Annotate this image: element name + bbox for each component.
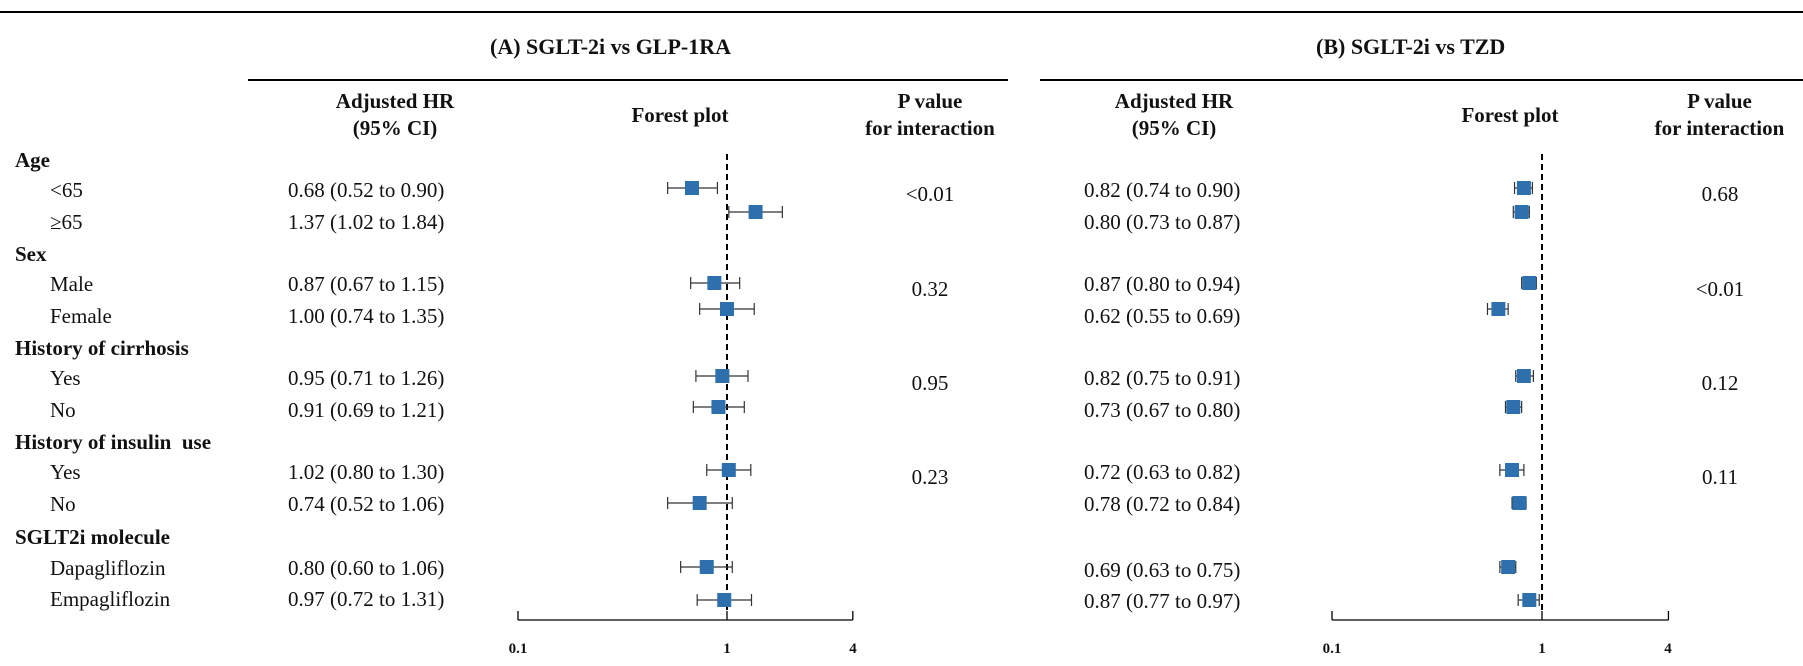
hr-ci-b: 0.72 (0.63 to 0.82) xyxy=(1084,460,1241,484)
p-header-line1: P value xyxy=(1687,89,1752,113)
hr-header-line1: Adjusted HR xyxy=(335,89,455,113)
p-interaction-a: 0.23 xyxy=(911,465,949,489)
hr-point-marker-b xyxy=(1516,181,1531,195)
hr-point-marker-a xyxy=(707,276,722,290)
hr-point-marker-a xyxy=(711,400,726,414)
row-label: <65 xyxy=(50,178,83,202)
row-label: Female xyxy=(50,304,112,328)
p-interaction-a: 0.95 xyxy=(911,371,949,395)
panel-a-header-rule xyxy=(248,79,1008,81)
hr-point-marker-b xyxy=(1514,205,1529,219)
hr-ci-b: 0.87 (0.80 to 0.94) xyxy=(1084,272,1241,296)
hr-point-marker-a xyxy=(717,593,732,607)
panel-a-title: (A) SGLT-2i vs GLP-1RA xyxy=(490,34,732,59)
x-tick-label-a: 0.1 xyxy=(508,641,528,657)
x-tick-label-b: 1 xyxy=(1538,641,1546,657)
hr-point-marker-b xyxy=(1491,302,1506,316)
group-label-age: Age xyxy=(15,148,50,172)
hr-ci-a: 1.02 (0.80 to 1.30) xyxy=(288,460,445,484)
p-interaction-a: <0.01 xyxy=(905,182,955,206)
hr-point-marker-a xyxy=(715,369,730,383)
panel-a-p-header: P value for interaction xyxy=(840,88,1020,142)
hr-ci-a: 1.00 (0.74 to 1.35) xyxy=(288,304,445,328)
x-tick-label-a: 4 xyxy=(849,641,857,657)
hr-ci-b: 0.82 (0.75 to 0.91) xyxy=(1084,366,1241,390)
group-label-molecule: SGLT2i molecule xyxy=(15,525,170,549)
hr-ci-a: 0.95 (0.71 to 1.26) xyxy=(288,366,445,390)
p-header-line2: for interaction xyxy=(1654,116,1785,140)
x-tick-label-b: 4 xyxy=(1664,641,1672,657)
group-label-sex: Sex xyxy=(15,242,47,266)
hr-point-marker-b xyxy=(1501,560,1516,574)
top-rule xyxy=(0,11,1803,13)
hr-point-marker-b xyxy=(1505,463,1520,477)
panel-b-hr-header: Adjusted HR (95% CI) xyxy=(1074,88,1274,142)
hr-ci-a: 0.87 (0.67 to 1.15) xyxy=(288,272,445,296)
row-label: Male xyxy=(50,272,94,296)
hr-point-marker-b xyxy=(1522,276,1537,290)
hr-point-marker-a xyxy=(684,181,699,195)
x-tick-label-b: 0.1 xyxy=(1322,641,1342,657)
row-label: Dapagliflozin xyxy=(50,556,166,580)
p-interaction-b: <0.01 xyxy=(1695,277,1745,301)
hr-point-marker-a xyxy=(692,496,707,510)
hr-ci-a: 1.37 (1.02 to 1.84) xyxy=(288,210,445,234)
p-interaction-a: 0.32 xyxy=(911,277,949,301)
hr-ci-b: 0.73 (0.67 to 0.80) xyxy=(1084,398,1241,422)
p-header-line1: P value xyxy=(897,89,963,113)
row-label: ≥65 xyxy=(50,210,83,234)
hr-ci-a: 0.68 (0.52 to 0.90) xyxy=(288,178,445,202)
p-interaction-b: 0.11 xyxy=(1702,465,1738,489)
hr-header-line1: Adjusted HR xyxy=(1114,89,1234,113)
row-label: Empagliflozin xyxy=(50,587,171,611)
hr-ci-a: 0.97 (0.72 to 1.31) xyxy=(288,587,445,611)
hr-ci-b: 0.78 (0.72 to 0.84) xyxy=(1084,492,1241,516)
p-header-line2: for interaction xyxy=(865,116,995,140)
hr-point-marker-a xyxy=(721,463,736,477)
p-interaction-b: 0.12 xyxy=(1701,371,1739,395)
x-tick-label-a: 1 xyxy=(723,641,731,657)
row-label: Yes xyxy=(50,366,81,390)
hr-header-line2: (95% CI) xyxy=(352,116,438,140)
hr-ci-a: 0.91 (0.69 to 1.21) xyxy=(288,398,445,422)
hr-ci-b: 0.80 (0.73 to 0.87) xyxy=(1084,210,1241,234)
hr-ci-b: 0.62 (0.55 to 0.69) xyxy=(1084,304,1241,328)
panel-b-title: (B) SGLT-2i vs TZD xyxy=(1316,34,1506,59)
hr-header-line2: (95% CI) xyxy=(1131,116,1217,140)
hr-ci-a: 0.80 (0.60 to 1.06) xyxy=(288,556,445,580)
hr-point-marker-b xyxy=(1506,400,1521,414)
panel-b-header-rule xyxy=(1040,79,1803,81)
hr-point-marker-a xyxy=(699,560,714,574)
hr-ci-b: 0.87 (0.77 to 0.97) xyxy=(1084,589,1241,613)
hr-point-marker-b xyxy=(1512,496,1527,510)
group-label-insulin: History of insulin use xyxy=(15,430,212,454)
hr-ci-a: 0.74 (0.52 to 1.06) xyxy=(288,492,445,516)
panel-a-hr-header: Adjusted HR (95% CI) xyxy=(295,88,495,142)
hr-point-marker-a xyxy=(748,205,763,219)
hr-ci-b: 0.69 (0.63 to 0.75) xyxy=(1084,558,1241,582)
panel-b-forest-header: Forest plot xyxy=(1461,103,1559,127)
hr-point-marker-b xyxy=(1522,593,1537,607)
hr-point-marker-a xyxy=(720,302,734,316)
panel-a-forest-header: Forest plot xyxy=(631,103,729,127)
panel-b-p-header: P value for interaction xyxy=(1636,88,1803,142)
hr-point-marker-b xyxy=(1516,369,1531,383)
group-label-cirrhosis: History of cirrhosis xyxy=(15,336,189,360)
row-label: No xyxy=(50,492,76,516)
row-label: Yes xyxy=(50,460,81,484)
row-label: No xyxy=(50,398,76,422)
p-interaction-b: 0.68 xyxy=(1701,182,1739,206)
hr-ci-b: 0.82 (0.74 to 0.90) xyxy=(1084,178,1241,202)
